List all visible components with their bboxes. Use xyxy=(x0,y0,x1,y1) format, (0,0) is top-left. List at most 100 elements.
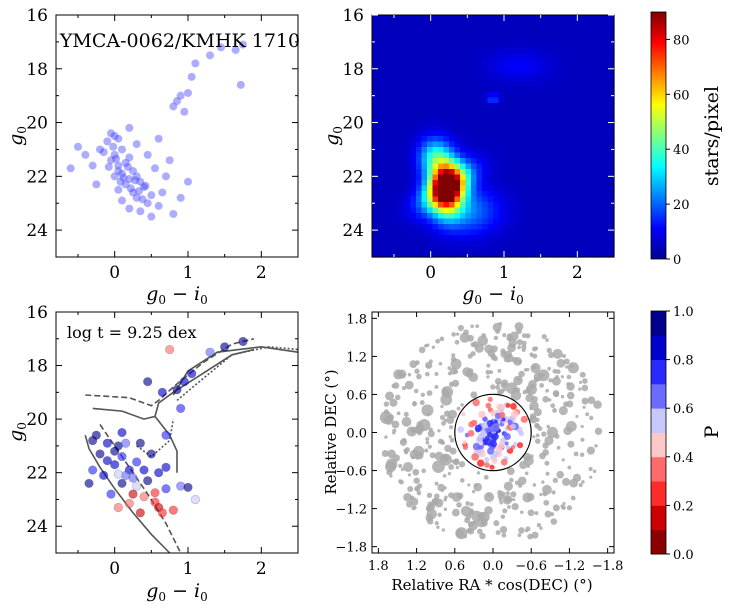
observed-point xyxy=(119,173,128,182)
heatmap-cell xyxy=(449,174,456,181)
heatmap-cell xyxy=(377,251,384,258)
field-star xyxy=(409,360,418,369)
heatmap-cell xyxy=(454,196,461,203)
heatmap-cell xyxy=(559,191,566,198)
field-star xyxy=(458,461,466,468)
heatmap-cell xyxy=(575,64,582,71)
heatmap-cell xyxy=(438,141,445,148)
heatmap-cell xyxy=(482,136,489,143)
heatmap-cell xyxy=(394,31,401,38)
heatmap-cell xyxy=(520,59,527,66)
heatmap-cell xyxy=(465,185,472,192)
heatmap-cell xyxy=(586,235,593,242)
heatmap-cell xyxy=(454,147,461,154)
field-star xyxy=(531,395,538,403)
heatmap-cell xyxy=(608,169,615,176)
heatmap-cell xyxy=(509,191,516,198)
heatmap-cell xyxy=(542,108,549,115)
field-star xyxy=(454,339,460,345)
field-star xyxy=(442,474,447,478)
heatmap-cell xyxy=(553,174,560,181)
heatmap-cell xyxy=(559,119,566,126)
heatmap-cell xyxy=(471,103,478,110)
heatmap-cell xyxy=(531,251,538,258)
heatmap-cell xyxy=(509,108,516,115)
heatmap-cell xyxy=(559,240,566,247)
field-star xyxy=(451,353,456,358)
member-point xyxy=(179,377,189,387)
heatmap-cell xyxy=(460,125,467,132)
heatmap-cell xyxy=(498,152,505,159)
heatmap-cell xyxy=(421,20,428,27)
heatmap-cell xyxy=(471,81,478,88)
heatmap-cell xyxy=(526,103,533,110)
field-star xyxy=(552,348,563,359)
heatmap-cell xyxy=(465,152,472,159)
member-point xyxy=(102,438,112,448)
heatmap-cell xyxy=(432,103,439,110)
field-star xyxy=(398,479,404,485)
heatmap-cell xyxy=(581,207,588,214)
heatmap-cell xyxy=(603,240,610,247)
probability-colorbar-label: P xyxy=(701,425,723,438)
heatmap-cell xyxy=(575,229,582,236)
heatmap-cell xyxy=(432,202,439,209)
field-star xyxy=(565,365,569,369)
heatmap-cell xyxy=(493,185,500,192)
heatmap-cell xyxy=(449,59,456,66)
heatmap-cell xyxy=(438,185,445,192)
isochrone-line xyxy=(154,415,178,473)
heatmap-cell xyxy=(410,229,417,236)
heatmap-cell xyxy=(482,169,489,176)
heatmap-cell xyxy=(564,125,571,132)
member-star xyxy=(462,440,467,445)
heatmap-cell xyxy=(509,125,516,132)
observed-point xyxy=(184,177,192,186)
heatmap-cell xyxy=(592,213,599,220)
heatmap-cell xyxy=(377,240,384,247)
field-star xyxy=(459,332,470,343)
heatmap-cell xyxy=(548,130,555,137)
heatmap-cell xyxy=(372,26,379,33)
heatmap-cell xyxy=(520,125,527,132)
heatmap-cell xyxy=(438,251,445,258)
heatmap-cell xyxy=(421,169,428,176)
heatmap-cell xyxy=(449,97,456,104)
heatmap-cell xyxy=(586,191,593,198)
member-star xyxy=(477,459,485,467)
heatmap-cell xyxy=(394,103,401,110)
heatmap-cell xyxy=(548,240,555,247)
heatmap-cell xyxy=(443,81,450,88)
heatmap-cell xyxy=(548,207,555,214)
heatmap-cell xyxy=(581,147,588,154)
heatmap-cell xyxy=(410,31,417,38)
heatmap-cell xyxy=(531,229,538,236)
heatmap-cell xyxy=(460,103,467,110)
heatmap-cell xyxy=(460,229,467,236)
heatmap-cell xyxy=(564,59,571,66)
heatmap-cell xyxy=(416,64,423,71)
heatmap-cell xyxy=(493,141,500,148)
heatmap-cell xyxy=(377,147,384,154)
heatmap-cell xyxy=(542,169,549,176)
field-star xyxy=(443,507,448,511)
heatmap-cell xyxy=(603,81,610,88)
heatmap-cell xyxy=(377,136,384,143)
heatmap-cell xyxy=(482,180,489,187)
field-star xyxy=(520,510,524,515)
heatmap-cell xyxy=(608,97,615,104)
heatmap-cell xyxy=(476,224,483,231)
field-star xyxy=(589,475,593,479)
heatmap-cell xyxy=(438,196,445,203)
heatmap-cell xyxy=(581,114,588,121)
heatmap-cell xyxy=(608,218,615,225)
heatmap-cell xyxy=(537,180,544,187)
heatmap-cell xyxy=(493,37,500,44)
heatmap-cell xyxy=(471,163,478,170)
heatmap-cell xyxy=(509,20,516,27)
field-star xyxy=(578,387,582,391)
heatmap-cell xyxy=(476,196,483,203)
heatmap-cell xyxy=(471,147,478,154)
heatmap-cell xyxy=(438,235,445,242)
heatmap-cell xyxy=(460,246,467,253)
